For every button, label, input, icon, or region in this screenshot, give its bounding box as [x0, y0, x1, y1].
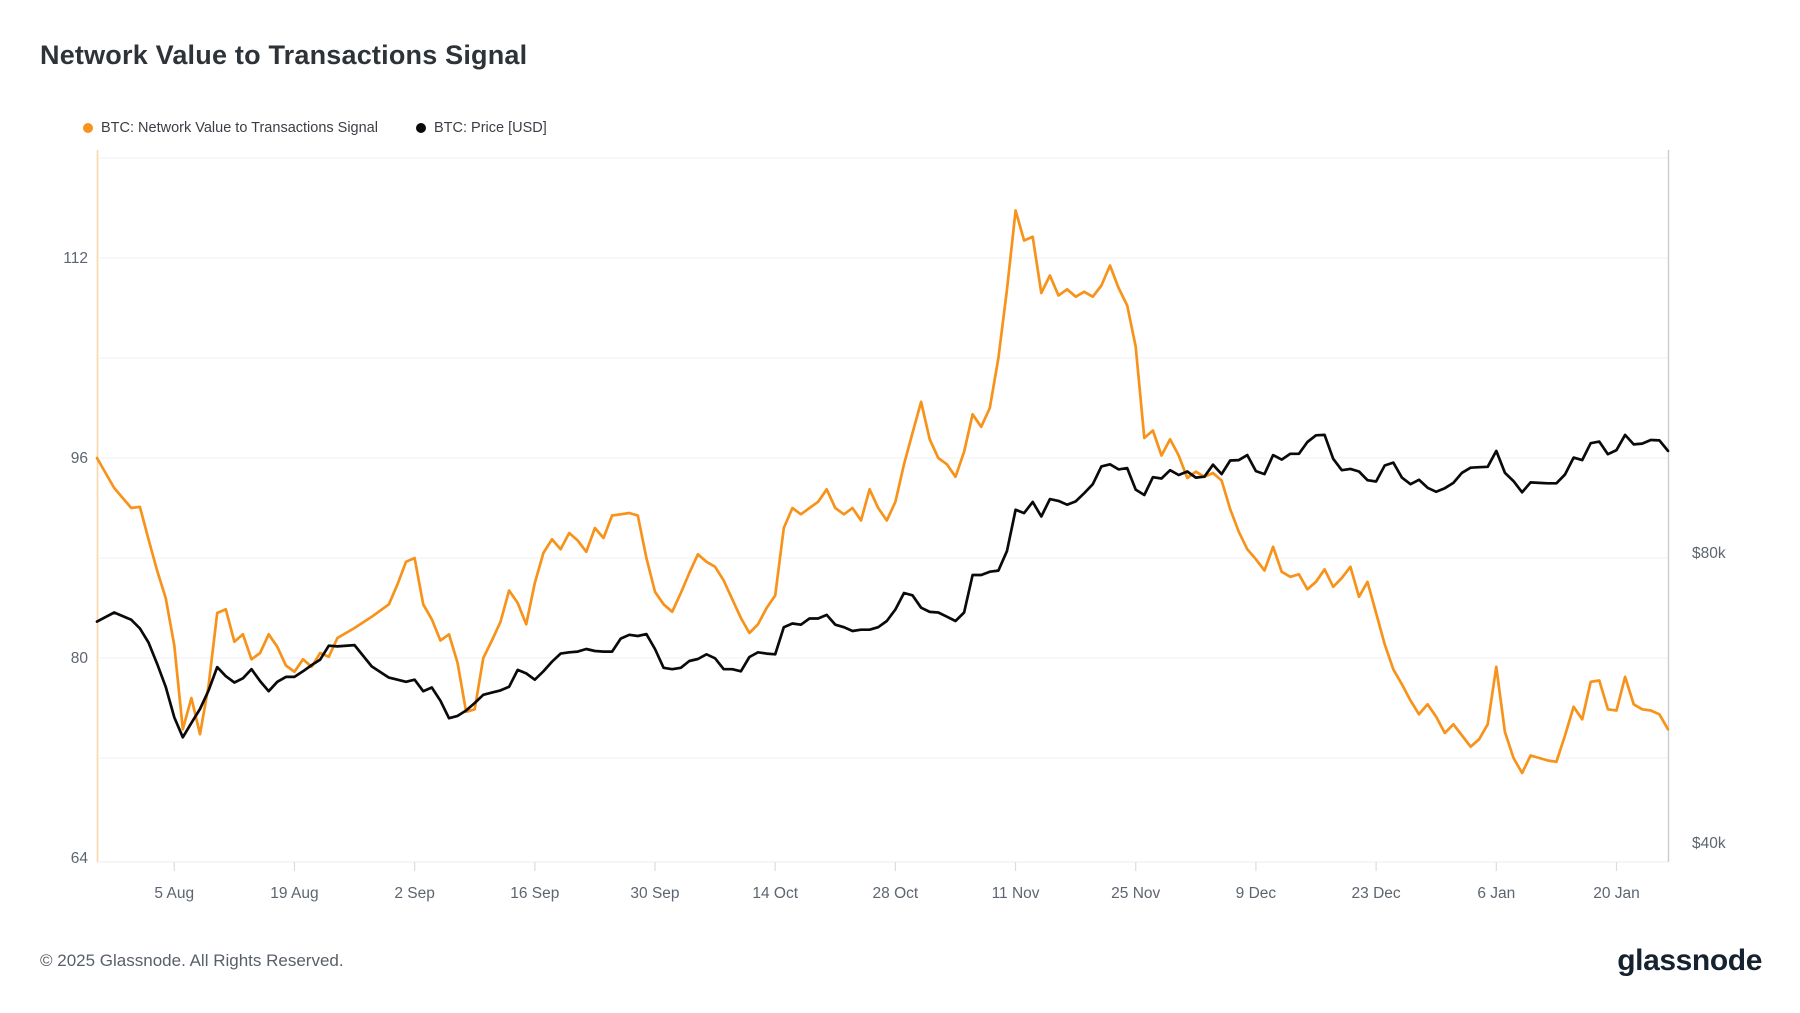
right-axis-tick-label: $80k [1692, 545, 1726, 562]
copyright-text: © 2025 Glassnode. All Rights Reserved. [40, 951, 344, 970]
x-tick-label: 5 Aug [154, 885, 194, 902]
plot-area[interactable] [97, 150, 1668, 862]
glassnode-logo: glassnode [1617, 944, 1762, 977]
left-axis-tick-label: 96 [71, 450, 88, 467]
x-tick-label: 19 Aug [270, 885, 318, 902]
x-tick-label: 2 Sep [394, 885, 435, 902]
x-tick-label: 20 Jan [1593, 885, 1640, 902]
left-axis-tick-label: 80 [71, 650, 89, 667]
right-axis-tick-label: $40k [1692, 835, 1726, 852]
price-series-dot-icon [415, 123, 426, 133]
nvt-signal-line [95, 209, 1670, 775]
left-axis-tick-label: 112 [63, 250, 88, 267]
legend-item-nvt[interactable]: BTC: Network Value to Transactions Signa… [83, 120, 378, 136]
nvt-series-dot-icon [83, 123, 93, 133]
left-axis-tick-label: 64 [71, 850, 89, 867]
x-tick-label: 23 Dec [1352, 885, 1401, 902]
page-title: Network Value to Transactions Signal [40, 40, 528, 70]
legend-item-label: BTC: Network Value to Transactions Signa… [101, 120, 378, 136]
x-tick-label: 14 Oct [752, 885, 798, 902]
legend-item-price[interactable]: BTC: Price [USD] [415, 120, 547, 136]
x-tick-label: 9 Dec [1236, 885, 1277, 902]
x-tick-label: 30 Sep [630, 885, 679, 902]
x-tick-label: 6 Jan [1477, 885, 1515, 902]
x-tick-label: 28 Oct [873, 885, 919, 902]
legend: BTC: Network Value to Transactions Signa… [83, 120, 547, 136]
price-line [95, 433, 1670, 739]
x-tick-label: 11 Nov [992, 885, 1040, 902]
x-tick-label: 16 Sep [510, 885, 559, 902]
x-tick-label: 25 Nov [1111, 885, 1160, 902]
legend-item-label: BTC: Price [USD] [433, 120, 547, 136]
